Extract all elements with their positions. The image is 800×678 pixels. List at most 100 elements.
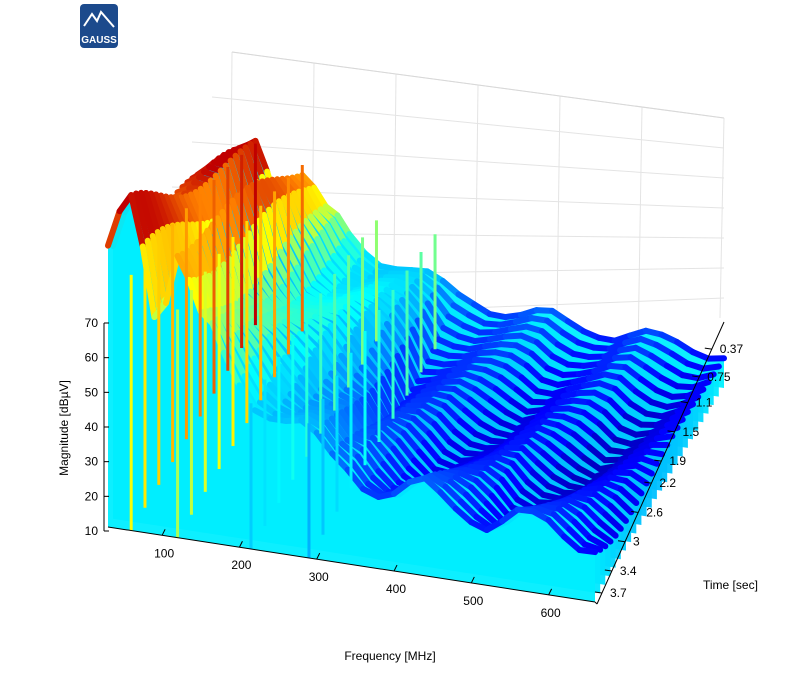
surface-ridge — [410, 415, 433, 437]
surface-ridge — [627, 400, 650, 417]
surface-ridge — [451, 386, 474, 403]
surface-ridge — [684, 386, 707, 399]
surface-ridge — [312, 347, 335, 377]
surface-ridge — [545, 517, 568, 540]
surface-ridge — [463, 491, 485, 514]
surface-ridge — [421, 439, 443, 464]
surface-ridge — [312, 313, 334, 329]
surface-ridge — [493, 484, 516, 511]
x-tick-label: 500 — [463, 594, 483, 608]
x-axis-label: Frequency [MHz] — [344, 649, 435, 663]
surface-ridge — [437, 489, 459, 512]
x-tick-mark — [548, 588, 553, 596]
surface-ridge — [514, 452, 536, 476]
surface-ridge — [411, 457, 433, 480]
surface-ridge — [224, 203, 243, 250]
surface-ridge — [643, 448, 666, 458]
surface-ridge — [380, 460, 402, 486]
surface-ridge — [576, 511, 599, 534]
surface-ridge — [581, 455, 603, 473]
surface-ridge — [302, 218, 321, 243]
surface-ridge — [597, 519, 619, 539]
surface-ridge — [390, 445, 412, 472]
surface-ridge — [254, 179, 273, 213]
surface-ridge — [508, 352, 530, 369]
surface-ridge — [314, 236, 333, 267]
surface-ridge — [560, 453, 583, 472]
surface-ridge — [487, 397, 510, 416]
surface-ridge — [571, 518, 593, 541]
surface-ridge — [524, 479, 547, 498]
surface-ridge — [231, 249, 249, 300]
surface-ridge — [324, 223, 343, 252]
y-tick-mark — [604, 569, 612, 572]
surface-ridge — [669, 350, 691, 367]
surface-ridge — [451, 428, 474, 447]
surface-ridge — [374, 429, 397, 452]
surface-ridge — [622, 364, 644, 383]
surface-ridge — [607, 397, 629, 420]
surface-ridge — [462, 407, 484, 427]
surface-ridge — [669, 408, 691, 422]
surface-ridge — [528, 350, 551, 372]
surface-ridge — [549, 307, 571, 325]
surface-ridge — [561, 501, 583, 518]
surface-ridge — [478, 471, 500, 491]
surface-ridge — [395, 437, 418, 464]
surface-ridge — [399, 344, 422, 385]
logo-text: GAUSS — [81, 35, 117, 46]
mountain-icon — [83, 10, 115, 28]
surface-ridge — [467, 396, 489, 416]
y-tick-mark — [617, 540, 626, 543]
y-tick-label: 3.4 — [620, 564, 637, 578]
surface-ridge — [272, 255, 291, 284]
surface-ridge — [269, 176, 288, 202]
surface-ridge — [591, 491, 614, 509]
surface-ridge — [307, 213, 326, 236]
surface-ridge — [565, 442, 588, 462]
surface-ridge — [586, 444, 609, 464]
surface-ridge — [239, 188, 258, 230]
surface-ridge — [427, 472, 449, 490]
surface-ridge — [400, 430, 423, 455]
surface-ridge — [509, 460, 531, 486]
x-tick-mark — [316, 552, 321, 560]
surface-ridge — [513, 386, 536, 405]
y-axis-label: Time [sec] — [703, 578, 758, 592]
surface-ridge — [628, 470, 650, 487]
surface-ridge — [533, 339, 556, 360]
surface-ridge — [602, 511, 624, 532]
surface-ridge — [478, 507, 501, 528]
surface-ridge — [452, 505, 475, 526]
surface-ridge — [561, 533, 583, 554]
surface-ridge — [138, 189, 156, 239]
surface-ridge — [488, 492, 511, 518]
surface-ridge — [529, 431, 552, 447]
y-tick-mark — [667, 430, 675, 433]
surface-ridge — [627, 354, 650, 371]
surface-ridge — [436, 411, 458, 435]
surface-ridge — [637, 376, 660, 394]
surface-ridge — [421, 475, 444, 496]
surface-ridge — [554, 341, 577, 357]
y-tick-label: 1.9 — [669, 454, 686, 468]
z-tick-label: 10 — [85, 524, 99, 538]
y-tick-mark — [644, 481, 652, 484]
surface-ridge — [471, 301, 493, 318]
surface-ridge — [570, 431, 593, 451]
surface-ridge — [246, 364, 268, 397]
surface-strip — [108, 195, 595, 602]
y-tick-label: 3 — [633, 535, 640, 549]
surface-ridge — [442, 483, 464, 505]
surface-ridge — [380, 424, 402, 444]
y-tick-label: 2.2 — [659, 476, 676, 490]
surface-ridge — [643, 364, 665, 382]
surface-ridge — [384, 368, 406, 408]
chart-axes: 10 20 30 40 50 60 70 100 200 300 400 500 600 0.37 0.75… — [85, 316, 744, 620]
y-tick-label: 1.1 — [696, 396, 713, 410]
surface-ridge — [450, 302, 473, 319]
surface-ridge — [477, 376, 499, 393]
surface-ridge — [266, 333, 288, 361]
y-tick-mark — [680, 401, 688, 404]
surface-ridge — [343, 386, 366, 403]
